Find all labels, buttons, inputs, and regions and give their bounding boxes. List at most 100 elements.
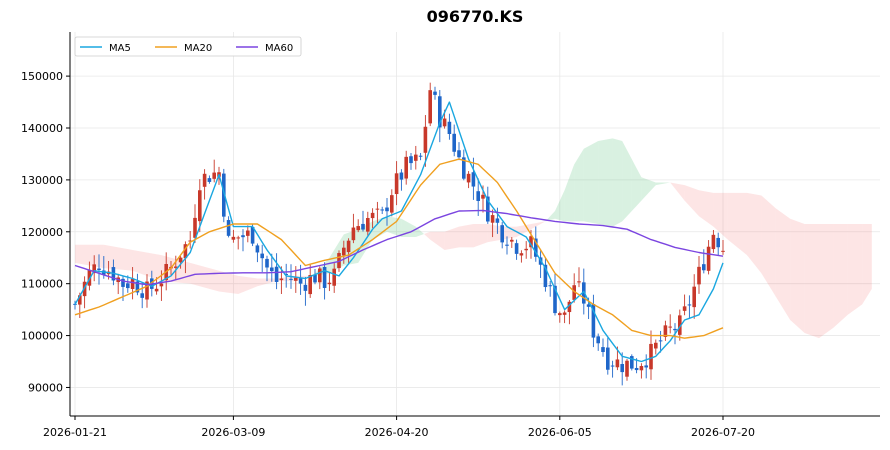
candle-body bbox=[668, 326, 672, 328]
legend-label-ma20: MA20 bbox=[184, 43, 212, 54]
candle-body bbox=[658, 340, 663, 342]
candle-body bbox=[92, 264, 96, 274]
candle-body bbox=[356, 226, 360, 231]
x-tick-label: 2026-07-20 bbox=[691, 426, 755, 439]
candle-body bbox=[298, 278, 303, 284]
candle-body bbox=[380, 209, 384, 211]
candle-body bbox=[236, 237, 240, 239]
chart-title: 096770.KS bbox=[427, 7, 524, 26]
candle-body bbox=[601, 347, 605, 353]
x-axis-ticks: 2026-01-21 2026-03-09 2026-04-20 2026-06-05… bbox=[43, 416, 755, 439]
candle-body bbox=[265, 258, 269, 268]
candle-body bbox=[414, 154, 418, 161]
candle-body bbox=[308, 275, 312, 295]
cloud-segment bbox=[219, 270, 239, 295]
candle-body bbox=[226, 220, 231, 236]
candle-body bbox=[615, 359, 620, 368]
candle-body bbox=[222, 173, 226, 217]
candle-body bbox=[462, 157, 466, 179]
candle-body bbox=[620, 364, 624, 373]
candle-body bbox=[486, 196, 490, 222]
ma-line-ma20 bbox=[74, 158, 724, 339]
candle-body bbox=[385, 207, 389, 212]
cloud-segment bbox=[75, 244, 104, 269]
candle-body bbox=[572, 285, 576, 300]
cloud-segment bbox=[103, 244, 133, 271]
cloud-segment bbox=[583, 140, 599, 224]
candle-body bbox=[687, 304, 692, 306]
cloud-segment bbox=[424, 231, 431, 240]
candle-body bbox=[193, 217, 197, 238]
candle-body bbox=[188, 240, 192, 242]
candle-body bbox=[442, 118, 447, 127]
candle-body bbox=[78, 295, 82, 305]
candle-body bbox=[505, 244, 509, 246]
candle-body bbox=[716, 237, 720, 248]
candle-body bbox=[495, 218, 500, 223]
y-tick-label: 110000 bbox=[21, 278, 63, 291]
candle-body bbox=[140, 293, 144, 298]
candle-body bbox=[303, 284, 308, 291]
cloud-segment bbox=[531, 221, 546, 230]
candle-body bbox=[529, 236, 533, 248]
candle-body bbox=[534, 238, 538, 257]
candle-body bbox=[250, 226, 255, 244]
candle-body bbox=[97, 268, 101, 270]
candle-body bbox=[390, 195, 394, 213]
candle-body bbox=[260, 253, 264, 259]
y-tick-label: 100000 bbox=[21, 330, 63, 343]
cloud-segment bbox=[790, 218, 805, 333]
candle-body bbox=[145, 281, 149, 300]
cloud-segment bbox=[487, 224, 503, 243]
legend: MA5 MA20 MA60 bbox=[74, 36, 302, 57]
y-tick-label: 140000 bbox=[21, 122, 63, 135]
candle-body bbox=[241, 235, 245, 238]
candle-body bbox=[274, 266, 279, 282]
moving-average-lines bbox=[74, 101, 724, 363]
candle-body bbox=[135, 281, 140, 293]
candle-body bbox=[351, 227, 356, 241]
ma-line-ma5 bbox=[74, 101, 724, 363]
candle-body bbox=[476, 191, 480, 201]
candle-body bbox=[294, 277, 298, 281]
cloud-segment bbox=[574, 148, 584, 222]
candle-body bbox=[289, 278, 293, 280]
candle-body bbox=[543, 264, 548, 288]
candle-body bbox=[630, 356, 634, 369]
candle-body bbox=[654, 342, 658, 349]
cloud-segment bbox=[804, 224, 819, 339]
candle-body bbox=[692, 286, 696, 308]
cloud-segment bbox=[727, 192, 747, 256]
candle-body bbox=[332, 268, 336, 286]
candle-body bbox=[366, 218, 370, 232]
candle-body bbox=[207, 178, 212, 182]
candle-body bbox=[644, 365, 648, 368]
cloud-segment bbox=[545, 211, 555, 222]
candle-body bbox=[634, 367, 639, 371]
candle-body bbox=[438, 96, 442, 128]
candle-body bbox=[154, 288, 159, 292]
candle-body bbox=[399, 172, 404, 180]
candle-body bbox=[121, 278, 125, 287]
candle-body bbox=[649, 343, 653, 370]
candle-body bbox=[361, 223, 365, 230]
candle-body bbox=[279, 278, 284, 281]
candle-body bbox=[327, 282, 332, 285]
candle-body bbox=[375, 208, 380, 210]
candle-body bbox=[231, 236, 236, 240]
ma-line-ma60 bbox=[74, 209, 724, 286]
cloud-segment bbox=[132, 249, 162, 282]
candle-body bbox=[313, 274, 317, 283]
candle-body bbox=[246, 230, 250, 236]
candle-body bbox=[500, 225, 504, 243]
candle-body bbox=[678, 315, 682, 335]
cloud-segment bbox=[401, 218, 416, 237]
legend-label-ma60: MA60 bbox=[265, 43, 293, 54]
candle-body bbox=[490, 215, 495, 223]
candle-body bbox=[255, 245, 260, 253]
y-tick-label: 130000 bbox=[21, 174, 63, 187]
legend-label-ma5: MA5 bbox=[109, 43, 131, 54]
candle-body bbox=[212, 172, 216, 179]
cloud-segment bbox=[444, 226, 459, 250]
cloud-segment bbox=[190, 262, 219, 292]
